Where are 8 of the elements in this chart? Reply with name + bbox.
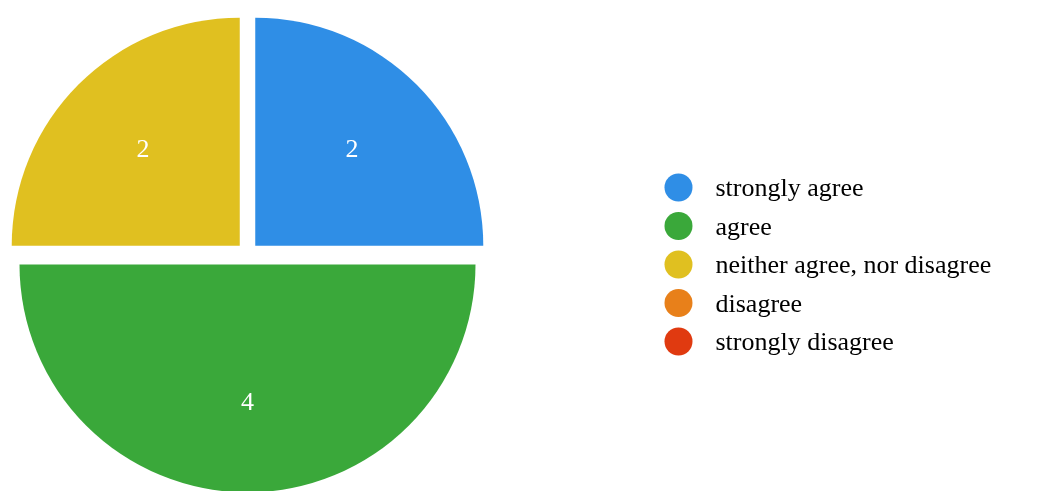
data-label: 2 (136, 134, 150, 164)
legend-label: neither agree, nor disagree (715, 250, 992, 279)
data-label: 2 (345, 134, 359, 164)
legend-label: strongly agree (715, 173, 864, 202)
legend-label: strongly disagree (715, 327, 894, 356)
data-label: 4 (241, 386, 254, 416)
legend-label: agree (715, 211, 772, 241)
legend-label: disagree (715, 288, 803, 318)
